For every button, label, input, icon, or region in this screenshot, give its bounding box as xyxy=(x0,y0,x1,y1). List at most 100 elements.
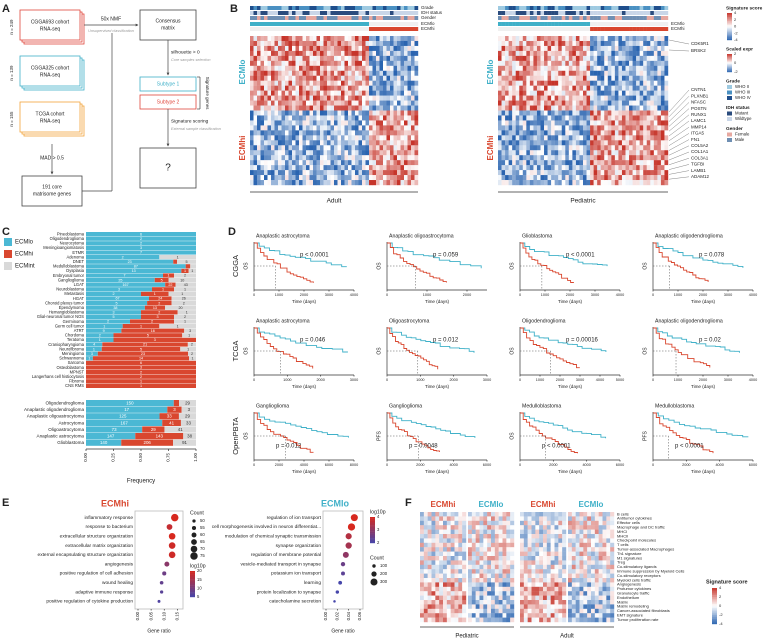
heatmap-cell xyxy=(491,582,496,587)
heatmap-cell xyxy=(309,55,314,62)
heatmap-cell xyxy=(614,120,619,126)
heatmap-cell xyxy=(299,90,303,96)
heatmap-cell xyxy=(536,36,541,42)
heatmap-cell xyxy=(646,160,651,166)
heatmap-cell xyxy=(621,105,626,111)
heatmap-cell xyxy=(506,569,511,574)
heatmap-cell xyxy=(397,125,401,131)
annotation-cell xyxy=(561,11,566,15)
heatmap-cell xyxy=(618,55,623,62)
heatmap-cell xyxy=(414,125,419,131)
heatmap-cell xyxy=(515,100,520,106)
heatmap-cell xyxy=(393,170,398,176)
heatmap-cell xyxy=(320,135,324,141)
heatmap-cell xyxy=(522,85,527,91)
annotation-cell xyxy=(285,16,289,20)
heatmap-cell xyxy=(443,591,448,596)
count-label: 1 xyxy=(177,255,179,259)
heatmap-cell xyxy=(510,512,515,517)
heatmap-cell xyxy=(404,120,408,126)
annotation-cell xyxy=(568,27,573,31)
heatmap-cell xyxy=(533,40,538,47)
heatmap-cell xyxy=(411,36,415,42)
heatmap-cell xyxy=(431,525,436,530)
heatmap-cell xyxy=(653,100,658,106)
heatmap-cell xyxy=(295,165,300,171)
heatmap-cell xyxy=(643,135,647,141)
heatmap-cell xyxy=(468,582,473,587)
heatmap-cell xyxy=(414,160,419,166)
heatmap-cell xyxy=(337,95,342,101)
heatmap-cell xyxy=(629,145,633,151)
heatmap-cell xyxy=(657,175,662,181)
heatmap-cell xyxy=(337,65,342,71)
plot-title: Ganglioglioma xyxy=(256,403,289,409)
heatmap-cell xyxy=(614,160,619,166)
count-label: 1 xyxy=(184,269,186,273)
colorbar-cell xyxy=(727,59,732,61)
heatmap-cell xyxy=(295,155,300,161)
heatmap-cell xyxy=(520,569,525,574)
heatmap-cell xyxy=(414,75,419,81)
heatmap-cell xyxy=(323,110,328,116)
heatmap-cell xyxy=(302,85,307,91)
heatmap-cell xyxy=(479,608,484,614)
heatmap-cell xyxy=(568,36,573,42)
heatmap-cell xyxy=(536,40,541,47)
heatmap-cell xyxy=(404,75,408,81)
heatmap-cell xyxy=(386,130,391,136)
heatmap-cell xyxy=(501,80,506,86)
bar-segment xyxy=(174,287,196,292)
heatmap-cell xyxy=(411,105,415,111)
heatmap-cell xyxy=(531,525,536,530)
heatmap-cell xyxy=(400,165,405,171)
colorbar-cell xyxy=(370,521,375,524)
heatmap-cell xyxy=(590,45,594,52)
heatmap-cell xyxy=(295,36,300,42)
heatmap-cell xyxy=(523,529,528,535)
heatmap-cell xyxy=(540,45,545,52)
annotation-cell xyxy=(636,6,640,10)
heatmap-cell xyxy=(618,140,623,146)
annotation-cell xyxy=(590,6,594,10)
heatmap-cell xyxy=(365,90,370,96)
heatmap-cell xyxy=(362,125,366,131)
heatmap-cell xyxy=(479,617,484,623)
heatmap-cell xyxy=(334,170,338,176)
annotation-cell xyxy=(302,16,307,20)
heatmap-cell xyxy=(535,520,540,526)
heatmap-cell xyxy=(250,120,254,126)
heatmap-cell xyxy=(341,85,345,91)
heatmap-cell xyxy=(414,45,419,52)
dot xyxy=(347,523,356,531)
heatmap-cell xyxy=(543,520,548,526)
heatmap-cell xyxy=(358,170,363,176)
heatmap-cell xyxy=(554,525,559,530)
annotation-cell xyxy=(526,22,531,26)
heatmap-cell xyxy=(527,600,532,605)
heatmap-cell xyxy=(527,556,532,561)
annotation-cell xyxy=(586,11,591,15)
category-label: ATRT xyxy=(74,328,85,333)
heatmap-cell xyxy=(657,65,662,71)
heatmap-cell xyxy=(533,170,538,176)
count-label: 1 xyxy=(99,338,101,342)
heatmap-cell xyxy=(551,95,555,101)
heatmap-cell xyxy=(586,85,591,91)
colorbar-cell xyxy=(190,571,195,573)
heatmap-cell xyxy=(579,120,584,126)
heatmap-cell xyxy=(544,135,548,141)
heatmap-cell xyxy=(281,145,286,151)
heatmap-cell xyxy=(614,170,619,176)
heatmap-cell xyxy=(625,110,630,116)
heatmap-cell xyxy=(334,120,338,126)
heatmap-cell xyxy=(519,36,523,42)
heatmap-cell xyxy=(535,547,540,552)
heatmap-cell xyxy=(475,600,480,605)
plot-frame xyxy=(322,510,364,610)
heatmap-cell xyxy=(583,150,587,156)
heatmap-cell xyxy=(583,45,587,52)
heatmap-cell xyxy=(543,613,548,618)
heatmap-cell xyxy=(597,90,601,96)
heatmap-cell xyxy=(431,516,436,521)
